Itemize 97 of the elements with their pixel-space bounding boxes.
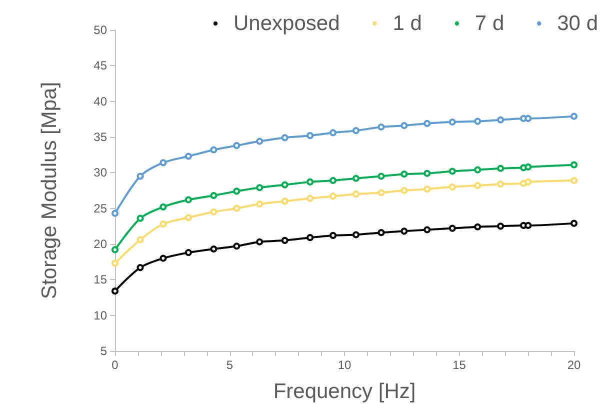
point	[400, 228, 408, 235]
point	[378, 172, 385, 180]
point	[330, 232, 337, 239]
point	[136, 214, 144, 222]
point	[524, 114, 532, 122]
point	[474, 182, 482, 190]
point	[330, 177, 337, 184]
point	[570, 112, 578, 120]
point	[424, 186, 431, 193]
point	[256, 138, 264, 145]
point	[281, 198, 288, 205]
y-tick-label: 20	[94, 237, 108, 251]
x-tick-label: 5	[226, 358, 234, 372]
x-tick-label: 15	[452, 358, 466, 372]
point	[400, 187, 408, 194]
y-tick-label: 45	[94, 58, 108, 73]
point	[233, 242, 240, 250]
point	[210, 208, 218, 216]
point	[330, 192, 337, 200]
point	[184, 249, 192, 256]
point	[497, 164, 504, 172]
point	[306, 234, 314, 242]
point	[281, 181, 288, 188]
point	[448, 224, 456, 232]
y-tick-label: 25	[94, 201, 108, 216]
point	[112, 288, 118, 295]
point	[400, 122, 408, 130]
point	[352, 190, 360, 198]
point	[474, 166, 482, 174]
point	[424, 226, 431, 234]
point	[160, 159, 167, 166]
point	[112, 260, 118, 267]
point	[210, 146, 218, 154]
point	[256, 184, 264, 192]
point	[448, 183, 456, 190]
y-tick-label: 10	[94, 308, 108, 322]
point	[524, 163, 532, 170]
point	[474, 118, 482, 125]
point	[424, 170, 431, 177]
y-tick-label: 35	[94, 130, 108, 144]
y-tick-label: 30	[94, 166, 108, 180]
point	[306, 194, 314, 202]
point	[352, 231, 360, 238]
point	[330, 129, 337, 136]
point	[378, 229, 385, 236]
point	[136, 172, 144, 180]
x-axis-title: Frequency [Hz]	[273, 380, 416, 403]
point	[306, 132, 314, 140]
point	[524, 178, 532, 186]
x-tick-label: 10	[338, 358, 352, 372]
y-tick-label: 15	[94, 272, 108, 287]
legend-label: 30 d	[557, 12, 598, 35]
point	[136, 264, 144, 272]
point	[378, 189, 385, 196]
point	[497, 180, 504, 188]
point	[233, 188, 240, 195]
point	[570, 177, 578, 184]
y-tick-label: 40	[94, 94, 108, 108]
point	[352, 174, 360, 182]
point	[306, 178, 314, 186]
x-tick-label: 20	[567, 358, 581, 372]
legend-label: 7 d	[474, 12, 504, 35]
y-axis-title: Storage Modulus [Mpa]	[38, 82, 61, 300]
point	[184, 152, 192, 160]
point	[184, 196, 192, 204]
legend-label: 1 d	[392, 12, 422, 35]
point	[136, 236, 144, 244]
point	[233, 204, 240, 212]
point	[497, 222, 504, 230]
legend-label: Unexposed	[234, 12, 340, 35]
point	[424, 120, 431, 127]
y-tick-label: 50	[94, 23, 108, 37]
point	[474, 223, 482, 230]
point	[210, 192, 218, 199]
point	[160, 254, 167, 262]
point	[570, 220, 578, 227]
point	[524, 222, 532, 229]
y-tick-label: 5	[100, 344, 108, 358]
point	[210, 245, 218, 252]
point	[256, 238, 264, 246]
point	[448, 168, 456, 175]
point	[184, 214, 192, 222]
point	[378, 124, 385, 131]
point	[448, 118, 456, 126]
point	[160, 203, 167, 210]
point	[400, 170, 408, 178]
point	[570, 161, 578, 168]
x-tick-label: 0	[112, 358, 119, 372]
point	[160, 220, 167, 228]
point	[281, 134, 288, 142]
point	[497, 116, 504, 124]
point	[112, 246, 118, 254]
point	[352, 127, 360, 134]
point	[233, 142, 240, 150]
point	[112, 210, 118, 217]
point	[281, 236, 288, 244]
point	[256, 200, 264, 208]
